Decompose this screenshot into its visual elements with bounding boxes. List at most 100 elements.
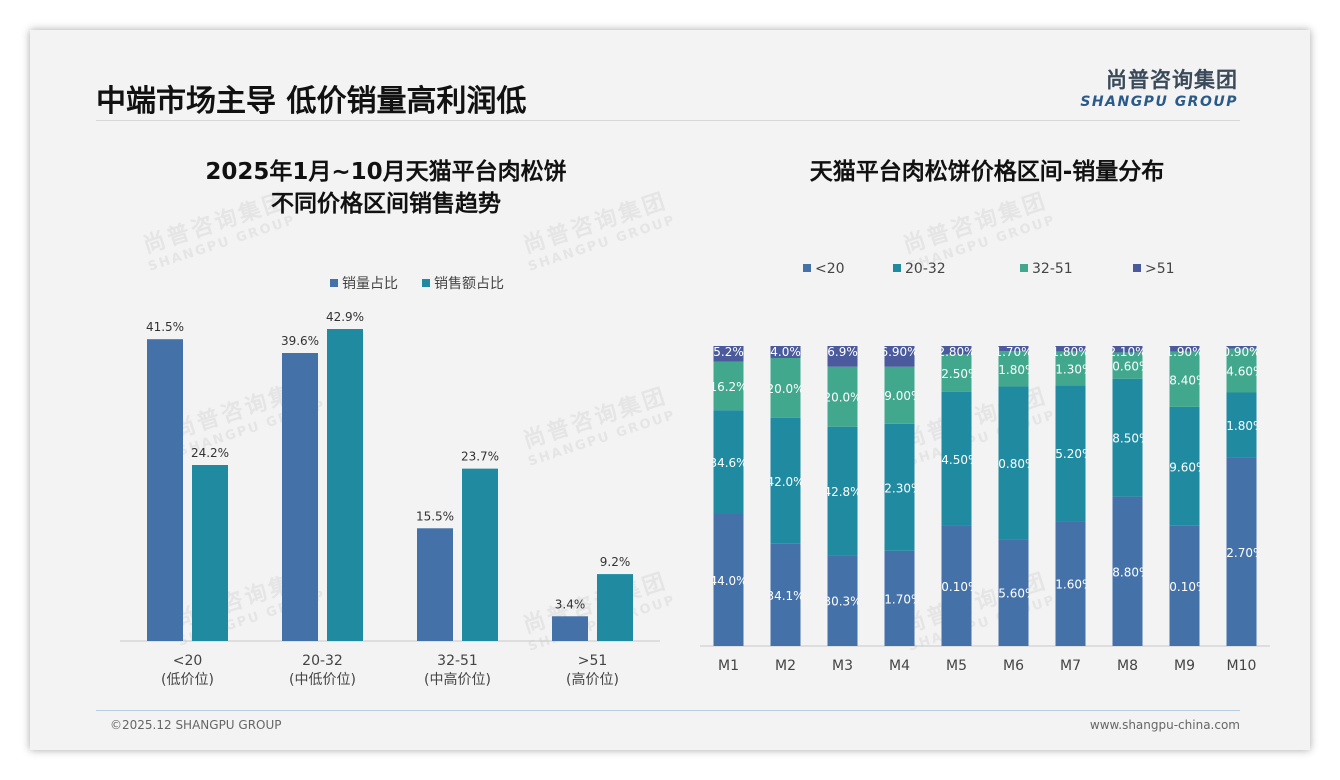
left-chart-title: 2025年1月~10月天猫平台肉松饼 不同价格区间销售趋势 (116, 156, 656, 220)
data-label: 42.8% (823, 485, 861, 499)
data-label: 11.80% (991, 363, 1037, 377)
x-tick-label: M5 (946, 658, 967, 674)
x-tick-sublabel: (高价位) (566, 671, 619, 688)
stack-2-10 (1226, 392, 1257, 458)
title-divider (96, 120, 1240, 121)
stack-2-2 (770, 417, 801, 544)
legend-label-1: <20 (815, 261, 845, 277)
stack-3-4 (884, 366, 915, 424)
data-label: 50.80% (991, 457, 1037, 471)
data-label: 10.60% (1105, 360, 1151, 374)
stack-2-8 (1112, 378, 1143, 497)
data-label: 42.30% (877, 481, 923, 495)
data-label: 31.70% (877, 592, 923, 606)
stack-2-5 (941, 391, 972, 526)
stack-3-5 (941, 354, 972, 392)
stack-4-9 (1169, 346, 1200, 352)
data-label: 40.10% (1162, 580, 1208, 594)
stack-2-4 (884, 423, 915, 551)
x-tick-sublabel: (中低价位) (289, 672, 356, 688)
right-chart-title: 天猫平台肉松饼价格区间-销量分布 (809, 159, 1165, 185)
legend-swatch-3 (1020, 264, 1028, 272)
stack-2-3 (827, 426, 858, 556)
x-tick-label: <20 (173, 653, 203, 669)
data-label: 30.3% (823, 595, 861, 609)
data-label: 40.10% (934, 580, 980, 594)
stack-2-7 (1055, 385, 1086, 522)
stack-3-8 (1112, 352, 1143, 379)
data-label: 42.0% (766, 475, 804, 489)
x-tick-label: M4 (889, 658, 910, 674)
data-label: 15.5% (416, 509, 454, 523)
stack-3-9 (1169, 351, 1200, 407)
data-label: 44.0% (709, 574, 747, 588)
company-logo: 尚普咨询集团 SHANGPU GROUP (1080, 64, 1238, 110)
legend-swatch-4 (1133, 264, 1141, 272)
right-stacked-bar-chart: <20 20-32 32-51 >51 44.0% 34.6% 16.2% 5.2% M1 34.… (700, 261, 1270, 674)
legend-swatch-1 (803, 264, 811, 272)
bar-2-3 (462, 468, 498, 641)
x-tick-label: M1 (718, 658, 739, 674)
bar-2-2 (327, 329, 363, 641)
data-label: 6.90% (880, 345, 918, 359)
x-tick-sublabel: (中高价位) (424, 671, 491, 688)
data-label: 20.0% (823, 391, 861, 405)
data-label: 39.6% (281, 334, 319, 348)
data-label: 23.7% (461, 450, 499, 464)
stack-3-10 (1226, 348, 1257, 393)
x-tick-label: M7 (1060, 658, 1081, 674)
data-label: 42.9% (326, 310, 364, 324)
left-chart-title-line2: 不同价格区间销售趋势 (271, 191, 501, 217)
footer-divider (96, 710, 1240, 711)
x-tick-sublabel: (低价位) (161, 672, 214, 688)
left-chart-title-line1: 2025年1月~10月天猫平台肉松饼 (205, 159, 567, 185)
slide: 中端市场主导 低价销量高利润低 尚普咨询集团 SHANGPU GROUP 尚普咨… (30, 30, 1310, 750)
bar-1-3 (417, 528, 453, 641)
page-title: 中端市场主导 低价销量高利润低 (96, 84, 527, 119)
stack-1-4 (884, 550, 915, 646)
data-label: 16.2% (709, 380, 747, 394)
x-tick-label: M2 (775, 658, 796, 674)
stack-4-4 (884, 346, 915, 367)
legend-label-4: >51 (1145, 261, 1175, 277)
stack-3-1 (713, 361, 744, 411)
legend-swatch-2 (422, 279, 430, 287)
stack-2-9 (1169, 406, 1200, 526)
data-label: 12.50% (934, 367, 980, 381)
stack-1-5 (941, 525, 972, 646)
data-label: 1.90% (1165, 345, 1203, 359)
stack-3-2 (770, 357, 801, 418)
data-label: 2.10% (1108, 345, 1146, 359)
data-label: 1.70% (994, 345, 1032, 359)
data-label: 14.60% (1219, 365, 1265, 379)
data-label: 0.90% (1222, 345, 1260, 359)
legend-label-3: 32-51 (1032, 261, 1073, 277)
legend-swatch-1 (330, 279, 338, 287)
stack-4-6 (998, 346, 1029, 352)
bar-1-4 (552, 616, 588, 641)
stack-1-6 (998, 539, 1029, 646)
stack-3-3 (827, 366, 858, 427)
legend-label-1: 销量占比 (342, 276, 398, 292)
data-label: 2.80% (937, 345, 975, 359)
data-label: 48.80% (1105, 565, 1151, 579)
data-label: 18.40% (1162, 373, 1208, 387)
logo-en: SHANGPU GROUP (1080, 94, 1238, 110)
x-tick-label: 20-32 (302, 653, 343, 669)
stack-4-3 (827, 346, 858, 367)
stack-1-10 (1226, 457, 1257, 646)
data-label: 35.60% (991, 587, 1037, 601)
data-label: 34.1% (766, 589, 804, 603)
data-label: 62.70% (1219, 546, 1265, 560)
data-label: 24.2% (191, 446, 229, 460)
x-tick-label: M10 (1227, 658, 1257, 674)
stack-4-5 (941, 346, 972, 355)
x-tick-label: M3 (832, 658, 853, 674)
data-label: 4.0% (770, 345, 801, 359)
data-label: 6.9% (827, 345, 858, 359)
x-tick-label: M8 (1117, 658, 1138, 674)
data-label: 5.2% (713, 345, 744, 359)
stack-4-1 (713, 346, 744, 362)
legend-swatch-2 (893, 264, 901, 272)
bar-2-1 (192, 465, 228, 641)
